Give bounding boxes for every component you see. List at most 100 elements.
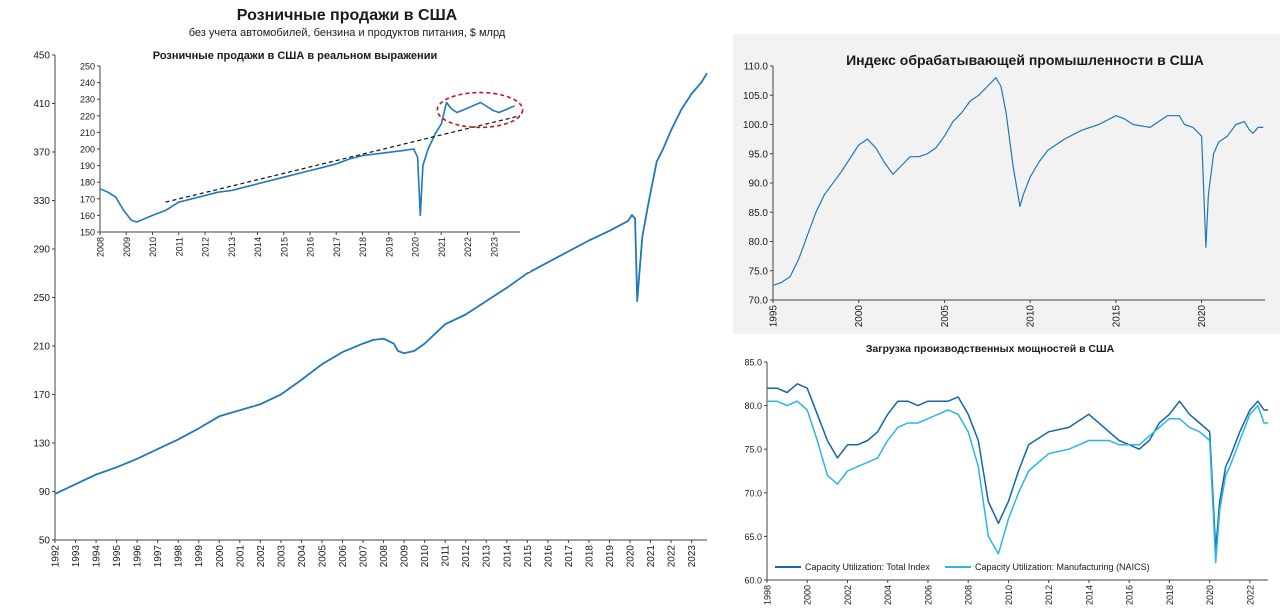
capacity-title: Загрузка производственных мощностей в СШ… [866,343,1115,355]
x-tick-label: 2020 [411,237,421,257]
x-tick-label: 1995 [769,305,780,328]
x-tick-label: 2010 [420,545,431,568]
x-tick-label: 2014 [1084,585,1094,605]
y-tick-label: 95.0 [749,149,769,160]
highlight-ellipse [436,91,524,129]
x-tick-label: 1994 [92,545,103,568]
y-tick-label: 410 [33,99,50,110]
chart-subtitle: без учета автомобилей, бензина и продукт… [189,27,506,39]
x-tick-label: 2017 [332,237,342,257]
x-tick-label: 2017 [564,545,575,568]
x-tick-label: 2009 [122,237,132,257]
y-tick-label: 65.0 [744,532,762,542]
manufacturing-index-chart: Индекс обрабатывающей промышленности в С… [733,34,1280,334]
x-tick-label: 2004 [297,545,308,568]
x-tick-label: 2016 [306,237,316,257]
x-tick-label: 2023 [489,237,499,257]
x-tick-label: 2004 [883,585,893,605]
series-line-0 [99,101,516,223]
y-tick-label: 105.0 [743,91,768,102]
y-tick-label: 80.0 [744,401,762,411]
y-tick-label: 200 [80,145,95,155]
y-tick-label: 90.0 [749,179,769,190]
retail-sales-plot: Розничные продажи в США без учета автомо… [33,7,708,568]
y-tick-label: 370 [33,148,50,159]
y-tick-label: 290 [33,245,50,256]
retail-sales-chart: Розничные продажи в США без учета автомо… [33,7,708,568]
x-tick-label: 2021 [437,237,447,257]
inset-background [68,46,530,272]
x-tick-label: 2006 [923,585,933,605]
x-tick-label: 2005 [317,545,328,568]
y-tick-label: 170 [33,390,50,401]
x-tick-label: 2008 [96,237,106,257]
x-tick-label: 2005 [940,305,951,328]
x-tick-label: 2015 [279,237,289,257]
x-tick-label: 2023 [687,545,698,568]
y-tick-label: 450 [33,51,50,62]
x-tick-label: 2008 [964,585,974,605]
x-tick-label: 1995 [112,545,123,568]
inset-title: Розничные продажи в США в реальном выраж… [153,50,437,62]
y-tick-label: 170 [80,194,95,204]
x-tick-label: 2022 [667,545,678,568]
legend-label: Capacity Utilization: Manufacturing (NAI… [975,562,1150,572]
x-tick-label: 2014 [502,545,513,568]
y-tick-label: 220 [80,111,95,121]
y-tick-label: 190 [80,161,95,171]
x-tick-label: 2014 [253,237,263,257]
x-tick-label: 2001 [235,545,246,568]
x-tick-label: 2015 [523,545,534,568]
y-tick-label: 90 [39,487,51,498]
x-tick-label: 2000 [803,585,813,605]
y-tick-label: 85.0 [744,358,762,368]
x-tick-label: 2009 [400,545,411,568]
capacity-utilization-chart: Загрузка производственных мощностей в СШ… [733,340,1280,612]
x-tick-label: 1992 [51,545,62,568]
y-tick-label: 110.0 [744,62,769,73]
y-tick-label: 330 [33,196,50,207]
x-tick-label: 2020 [1197,305,1208,328]
y-tick-label: 75.0 [749,266,769,277]
y-tick-label: 160 [80,211,95,221]
x-tick-label: 2000 [215,545,226,568]
x-tick-label: 2020 [1205,585,1215,605]
series-line-1 [767,400,1268,564]
x-tick-label: 2011 [441,545,452,567]
x-tick-label: 2022 [1245,585,1255,605]
x-tick-label: 1997 [153,545,164,568]
x-tick-label: 2022 [463,237,473,257]
y-tick-label: 100.0 [743,120,768,131]
x-tick-label: 2010 [1004,585,1014,605]
x-tick-label: 2006 [338,545,349,568]
y-tick-label: 230 [80,95,95,105]
x-tick-label: 2013 [482,545,493,568]
x-tick-label: 2010 [1026,305,1037,328]
x-tick-label: 2020 [625,545,636,568]
y-tick-label: 80.0 [749,237,769,248]
y-tick-label: 130 [33,439,50,450]
x-tick-label: 2019 [384,237,394,257]
y-tick-label: 75.0 [744,445,762,455]
series-line-0 [54,72,708,495]
x-tick-label: 1998 [763,585,773,605]
x-tick-label: 2016 [543,545,554,568]
legend-label: Capacity Utilization: Total Index [805,562,930,572]
x-tick-label: 1999 [194,545,205,568]
x-tick-label: 1996 [133,545,144,568]
x-tick-label: 2012 [461,545,472,568]
x-tick-label: 1998 [174,545,185,568]
x-tick-label: 2011 [174,237,184,256]
x-tick-label: 2021 [646,545,657,568]
x-tick-label: 2002 [256,545,267,568]
y-tick-label: 70.0 [749,296,769,307]
y-tick-label: 210 [80,128,95,138]
y-tick-label: 250 [80,62,95,72]
y-tick-label: 60.0 [744,576,762,586]
x-tick-label: 2018 [584,545,595,568]
x-tick-label: 2008 [379,545,390,568]
x-tick-label: 2018 [358,237,368,257]
x-tick-label: 2019 [605,545,616,568]
manufacturing-index-plot: Индекс обрабатывающей промышленности в С… [743,52,1265,328]
series-line-0 [772,77,1264,286]
